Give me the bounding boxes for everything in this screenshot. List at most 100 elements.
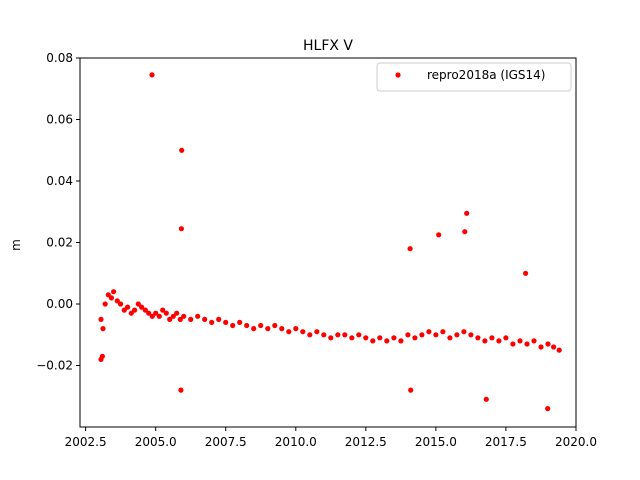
y-tick-label: 0.06 xyxy=(46,113,73,127)
data-point xyxy=(363,335,369,341)
data-point xyxy=(178,226,184,232)
data-point xyxy=(108,295,114,301)
plot-frame xyxy=(79,57,577,428)
y-tick-label: 0.04 xyxy=(46,174,73,188)
data-point xyxy=(398,338,404,344)
data-point xyxy=(307,332,313,338)
data-point xyxy=(335,332,341,338)
data-point xyxy=(349,335,355,341)
data-point xyxy=(523,270,529,276)
data-point xyxy=(510,341,516,347)
data-point xyxy=(300,329,306,335)
data-point xyxy=(146,310,152,316)
data-point xyxy=(188,316,194,322)
data-point xyxy=(407,246,413,252)
legend-box xyxy=(376,62,572,92)
data-point xyxy=(279,326,285,332)
data-point xyxy=(223,319,229,325)
data-point xyxy=(489,335,495,341)
data-point xyxy=(461,329,467,335)
data-point xyxy=(181,313,187,319)
data-point xyxy=(538,344,544,350)
x-tick-label: 2002.5 xyxy=(65,435,107,449)
data-point xyxy=(475,335,481,341)
data-point xyxy=(524,341,530,347)
data-point xyxy=(384,338,390,344)
data-point xyxy=(167,316,173,322)
data-point xyxy=(545,341,551,347)
data-point xyxy=(483,396,489,402)
data-point xyxy=(230,322,236,329)
x-tick-label: 2015.0 xyxy=(415,435,457,449)
data-point xyxy=(377,335,383,341)
data-point xyxy=(468,332,474,338)
legend-entry-repro2018a: repro2018a (IGS14) xyxy=(427,68,545,82)
data-point xyxy=(272,322,278,329)
data-point xyxy=(135,301,141,307)
data-point xyxy=(132,307,138,313)
y-tick-label: 0.08 xyxy=(46,51,73,65)
data-point xyxy=(160,307,166,313)
y-axis: −0.02 0.00 0.02 0.04 0.06 0.08 xyxy=(36,51,80,373)
data-point xyxy=(545,406,551,412)
data-point xyxy=(202,316,208,322)
data-point xyxy=(111,289,117,295)
data-point xyxy=(412,335,418,341)
data-point xyxy=(178,387,184,393)
data-point xyxy=(321,332,327,338)
data-point xyxy=(551,344,557,350)
data-point xyxy=(118,301,124,307)
x-tick-label: 2010.0 xyxy=(275,435,317,449)
data-point xyxy=(447,335,453,341)
x-axis: 2002.5 2005.0 2007.5 2010.0 2012.5 2015.0 2017… xyxy=(65,427,597,449)
data-point xyxy=(391,335,397,341)
data-point xyxy=(286,329,292,335)
data-point xyxy=(174,310,180,316)
data-point xyxy=(314,329,320,335)
data-point xyxy=(98,316,104,322)
y-tick-label: −0.02 xyxy=(36,359,73,373)
legend-marker xyxy=(395,72,401,78)
data-point xyxy=(139,304,145,310)
data-point xyxy=(482,338,488,344)
data-point xyxy=(419,332,425,338)
data-point xyxy=(153,310,159,316)
data-point xyxy=(170,313,176,319)
data-point xyxy=(531,338,537,344)
data-point xyxy=(440,329,446,335)
data-point xyxy=(142,307,148,313)
data-point xyxy=(100,326,106,332)
data-point xyxy=(503,335,509,341)
data-point xyxy=(356,332,362,338)
data-point xyxy=(244,322,250,329)
data-point xyxy=(121,307,127,313)
data-point xyxy=(405,332,411,338)
data-point xyxy=(370,338,376,344)
y-axis-label: m xyxy=(9,239,23,251)
data-point xyxy=(436,232,442,238)
data-point xyxy=(328,335,334,341)
data-point xyxy=(98,356,104,362)
data-point xyxy=(149,72,155,78)
data-point xyxy=(342,332,348,338)
x-tick-label: 2017.5 xyxy=(485,435,527,449)
data-point xyxy=(464,210,470,216)
x-tick-label: 2007.5 xyxy=(205,435,247,449)
data-point xyxy=(265,326,271,332)
x-tick-label: 2005.0 xyxy=(135,435,177,449)
data-point xyxy=(195,313,201,319)
data-point xyxy=(125,304,131,310)
data-point xyxy=(209,319,215,325)
data-point xyxy=(426,329,432,335)
data-point xyxy=(408,387,414,393)
data-point xyxy=(179,147,185,153)
data-point xyxy=(128,310,134,316)
x-tick-label: 2012.5 xyxy=(345,435,387,449)
chart-title: HLFX V xyxy=(303,38,353,54)
y-tick-label: 0.00 xyxy=(46,297,73,311)
data-point xyxy=(293,326,299,332)
data-points xyxy=(98,72,562,412)
data-point xyxy=(216,316,222,322)
data-point xyxy=(102,301,108,307)
